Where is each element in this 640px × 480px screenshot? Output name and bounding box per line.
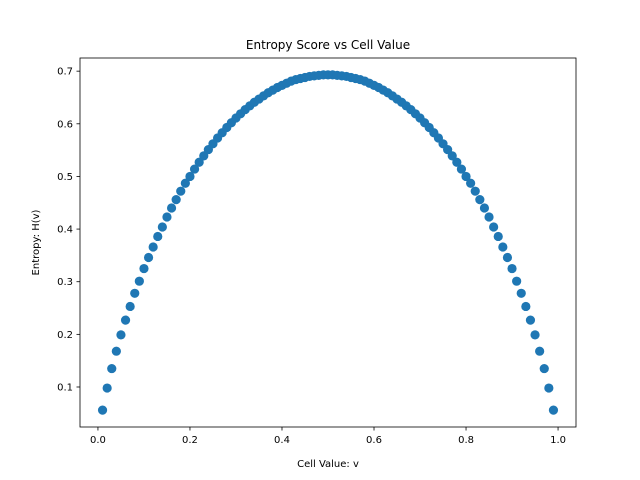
y-axis-ticks: 0.1 0.2 0.3 0.4 0.5 0.6 0.7 — [57, 67, 80, 393]
y-tick-label: 0.3 — [57, 277, 73, 288]
data-point — [176, 186, 186, 196]
data-point — [548, 405, 559, 415]
data-point — [535, 346, 545, 356]
data-point — [512, 276, 522, 286]
data-point — [544, 383, 554, 393]
data-point — [130, 288, 140, 298]
data-point — [102, 383, 112, 393]
data-point — [498, 242, 508, 252]
data-point — [456, 164, 467, 174]
y-tick-label: 0.4 — [57, 225, 73, 236]
data-point — [470, 186, 480, 196]
y-tick-label: 0.5 — [57, 172, 73, 183]
x-tick-label: 0.8 — [458, 435, 474, 446]
y-tick-label: 0.2 — [57, 330, 73, 341]
data-point — [194, 157, 204, 167]
data-point — [521, 301, 531, 312]
data-point — [443, 144, 453, 155]
data-point — [199, 151, 209, 161]
data-point — [185, 171, 195, 182]
data-point — [120, 315, 131, 325]
data-point — [148, 242, 158, 252]
data-point — [539, 363, 549, 374]
data-point — [507, 263, 517, 274]
y-tick-label: 0.6 — [57, 119, 73, 130]
data-point — [502, 252, 513, 263]
data-points — [97, 70, 559, 415]
data-point — [157, 222, 167, 232]
data-point — [97, 405, 108, 415]
data-point — [484, 212, 494, 222]
data-point — [139, 263, 149, 274]
data-point — [166, 203, 177, 213]
data-point — [475, 195, 485, 205]
plot-area-frame — [79, 57, 577, 428]
y-axis-label: Entropy: H(v) — [31, 209, 42, 275]
data-point — [452, 157, 462, 167]
data-point — [516, 288, 526, 298]
data-point — [180, 178, 190, 188]
x-tick-label: 1.0 — [550, 435, 566, 446]
chart-title: Entropy Score vs Cell Value — [246, 38, 410, 52]
data-point — [489, 222, 499, 232]
data-point — [134, 276, 144, 286]
x-tick-label: 0.2 — [182, 435, 198, 446]
data-point — [493, 231, 503, 242]
x-tick-label: 0.4 — [274, 435, 290, 446]
y-tick-label: 0.7 — [57, 67, 73, 78]
x-tick-label: 0.0 — [90, 435, 106, 446]
data-point — [525, 315, 536, 325]
data-point — [479, 203, 490, 213]
data-point — [447, 151, 457, 161]
data-point — [111, 346, 121, 356]
data-point — [153, 231, 163, 242]
x-axis-ticks: 0.0 0.2 0.4 0.6 0.8 1.0 — [90, 427, 566, 446]
y-tick-label: 0.1 — [57, 382, 73, 393]
x-axis-label: Cell Value: v — [297, 459, 359, 470]
data-point — [143, 252, 154, 263]
data-point — [116, 330, 126, 340]
data-point — [107, 363, 117, 374]
data-point — [171, 195, 181, 205]
data-point — [466, 178, 476, 188]
data-point — [530, 330, 540, 340]
data-point — [461, 171, 471, 182]
data-point — [189, 164, 200, 174]
data-point — [125, 301, 135, 312]
data-point — [162, 212, 172, 222]
x-tick-label: 0.6 — [366, 435, 382, 446]
